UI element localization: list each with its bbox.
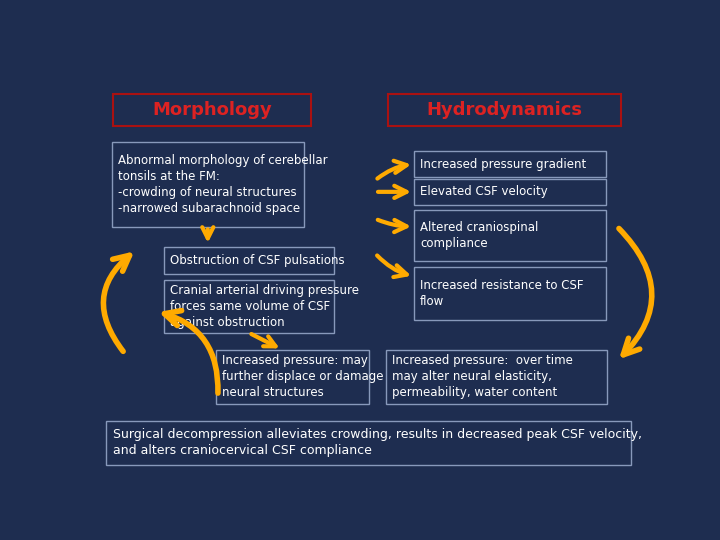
Text: Increased pressure gradient: Increased pressure gradient — [420, 158, 586, 171]
FancyBboxPatch shape — [112, 142, 304, 226]
FancyBboxPatch shape — [113, 94, 311, 126]
Text: Altered craniospinal
compliance: Altered craniospinal compliance — [420, 221, 539, 250]
FancyBboxPatch shape — [414, 267, 606, 320]
Text: Elevated CSF velocity: Elevated CSF velocity — [420, 185, 548, 198]
FancyBboxPatch shape — [414, 179, 606, 205]
Text: Cranial arterial driving pressure
forces same volume of CSF
against obstruction: Cranial arterial driving pressure forces… — [170, 284, 359, 329]
Text: Increased pressure:  over time
may alter neural elasticity,
permeability, water : Increased pressure: over time may alter … — [392, 354, 573, 399]
Text: Increased resistance to CSF
flow: Increased resistance to CSF flow — [420, 279, 584, 308]
FancyBboxPatch shape — [106, 421, 631, 465]
Text: Hydrodynamics: Hydrodynamics — [427, 101, 582, 119]
FancyBboxPatch shape — [215, 350, 369, 403]
Text: Morphology: Morphology — [152, 101, 272, 119]
Text: Surgical decompression alleviates crowding, results in decreased peak CSF veloci: Surgical decompression alleviates crowdi… — [113, 428, 642, 457]
FancyBboxPatch shape — [414, 151, 606, 177]
Text: Abnormal morphology of cerebellar
tonsils at the FM:
-crowding of neural structu: Abnormal morphology of cerebellar tonsil… — [118, 154, 328, 215]
FancyBboxPatch shape — [163, 280, 334, 333]
FancyBboxPatch shape — [414, 211, 606, 261]
FancyBboxPatch shape — [386, 350, 607, 403]
Text: Obstruction of CSF pulsations: Obstruction of CSF pulsations — [170, 254, 344, 267]
FancyBboxPatch shape — [163, 247, 334, 274]
Text: Increased pressure: may
further displace or damage
neural structures: Increased pressure: may further displace… — [222, 354, 383, 399]
FancyBboxPatch shape — [388, 94, 621, 126]
